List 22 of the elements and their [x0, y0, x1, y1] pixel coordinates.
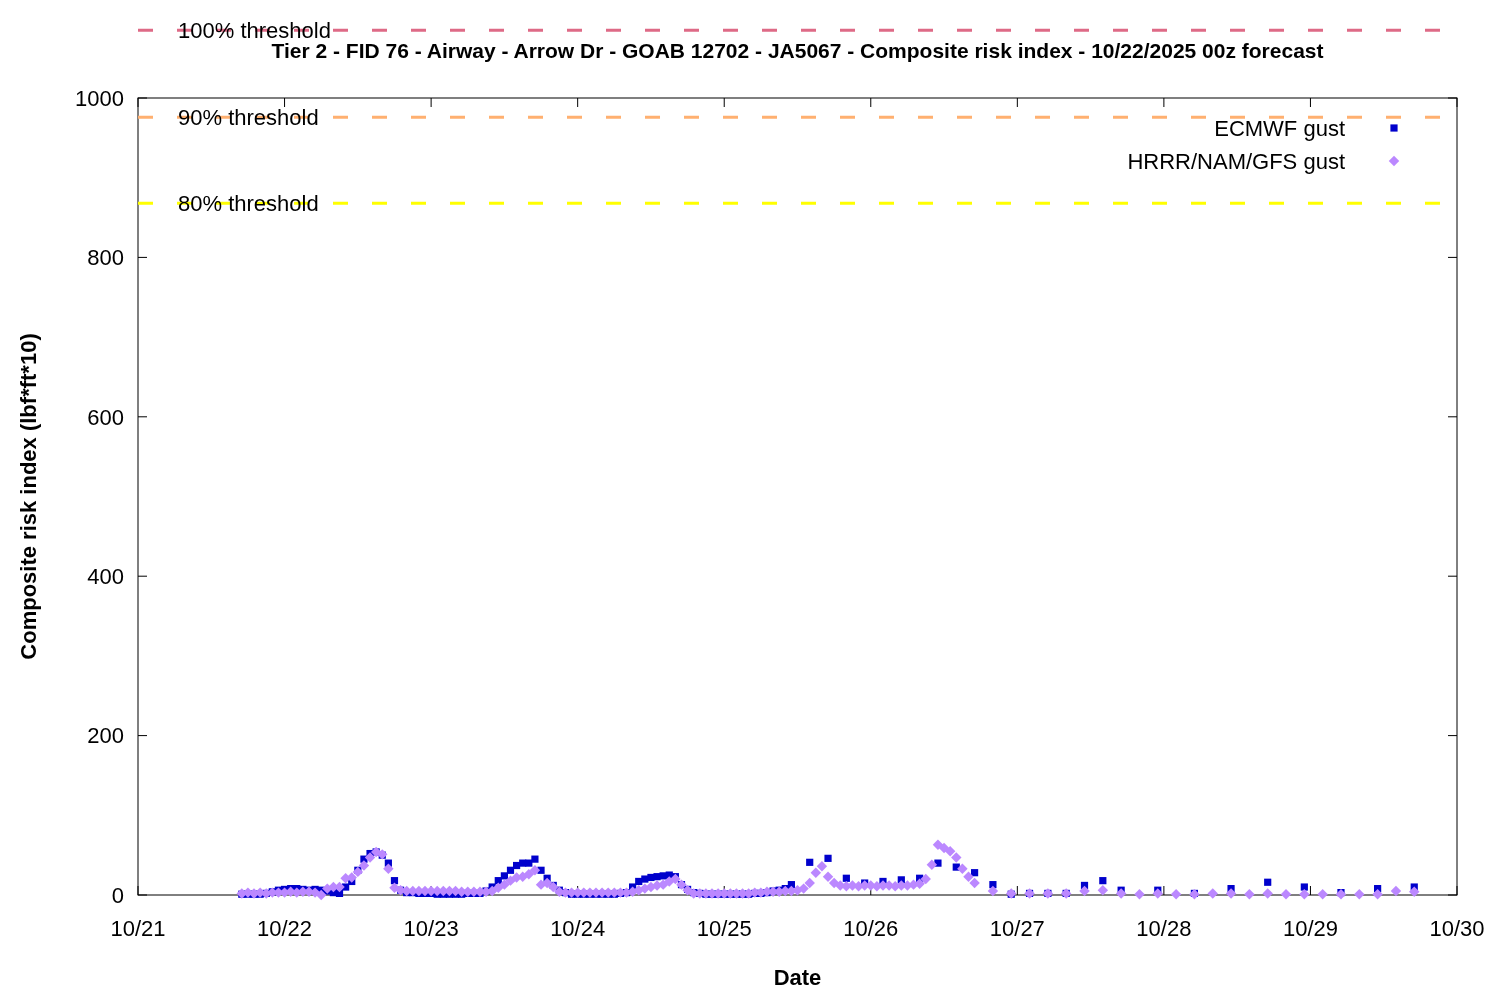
x-tick-label: 10/23: [403, 916, 459, 941]
y-tick-label: 200: [87, 723, 124, 749]
ref-line-label: 80% threshold: [178, 190, 319, 216]
x-tick-label: 10/24: [550, 916, 606, 941]
y-tick-label: 1000: [75, 85, 124, 111]
ref-line-label: 90% threshold: [178, 104, 319, 130]
x-tick-label: 10/30: [1429, 916, 1485, 941]
legend-label: HRRR/NAM/GFS gust: [1127, 148, 1345, 174]
y-tick-label: 800: [87, 245, 124, 271]
x-tick-label: 10/21: [110, 916, 166, 941]
y-tick-label: 600: [87, 404, 124, 430]
x-tick-label: 10/26: [843, 916, 899, 941]
legend-label: ECMWF gust: [1214, 115, 1345, 141]
x-axis-title: Date: [773, 965, 822, 990]
x-tick-label: 10/29: [1282, 916, 1338, 941]
y-axis-title: Composite risk index (lbf*ft*10): [15, 333, 41, 660]
y-tick-label: 400: [87, 563, 124, 589]
y-tick-label: 0: [111, 882, 124, 908]
x-tick-label: 10/27: [989, 916, 1045, 941]
x-tick-label: 10/28: [1136, 916, 1192, 941]
x-tick-label: 10/22: [257, 916, 313, 941]
x-tick-label: 10/25: [696, 916, 752, 941]
